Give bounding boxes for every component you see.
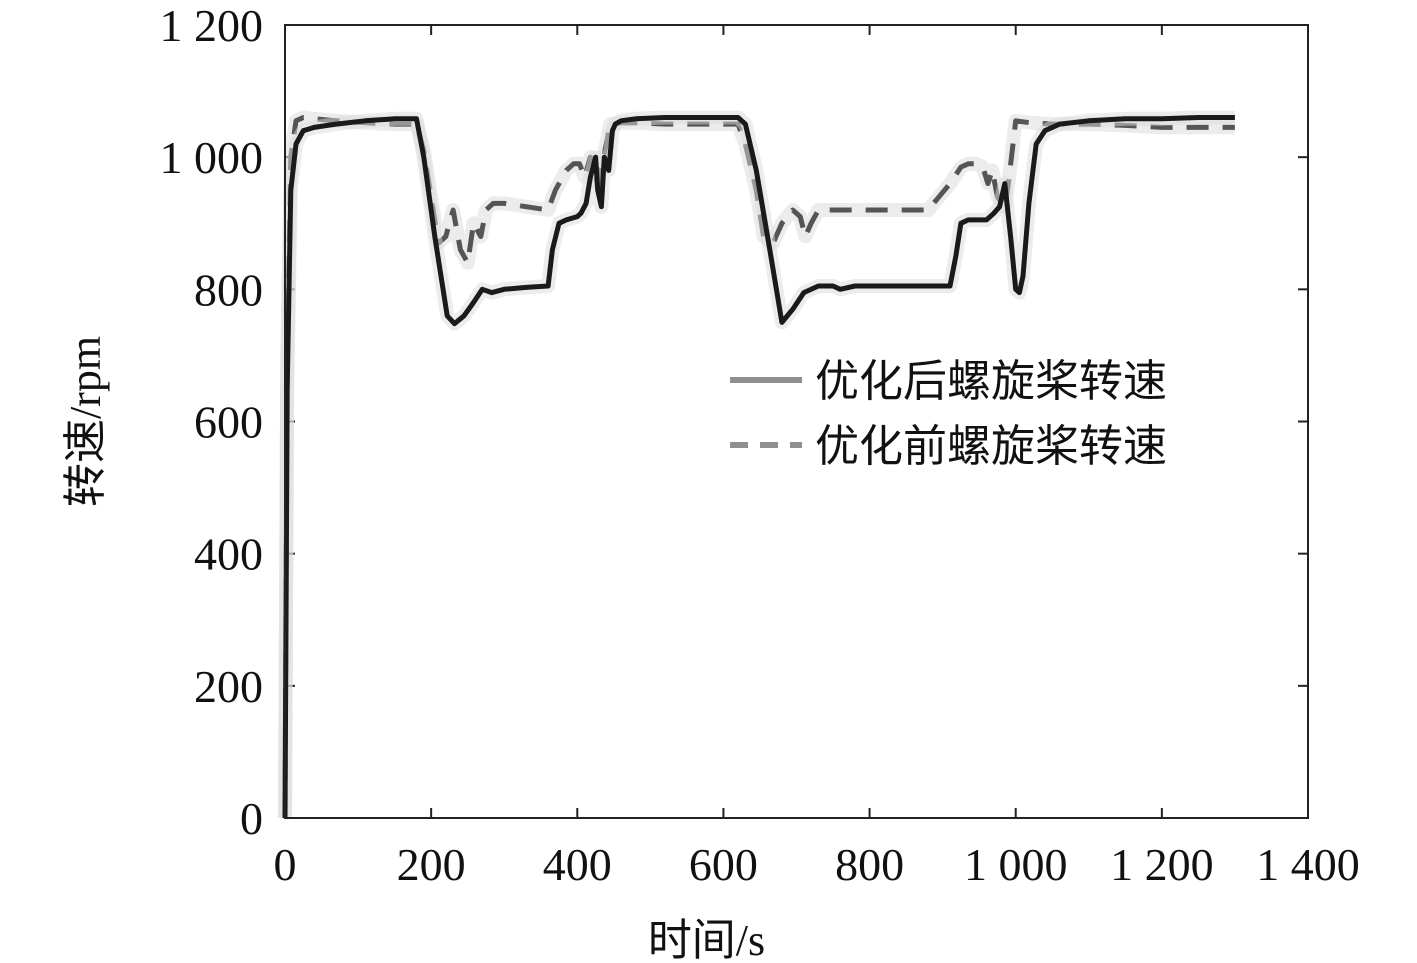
x-tick-label: 1 000 <box>964 839 1068 890</box>
y-tick-label: 200 <box>194 661 263 712</box>
y-axis-label: 转速/rpm <box>61 336 110 507</box>
legend-label-before: 优化前螺旋桨转速 <box>815 422 1167 471</box>
plot-frame <box>284 24 1309 819</box>
x-tick-label: 200 <box>397 839 466 890</box>
x-tick-label: 800 <box>835 839 904 890</box>
legend-label-after: 优化后螺旋桨转速 <box>815 357 1167 406</box>
y-tick-label: 1 200 <box>160 0 264 51</box>
y-tick-label: 800 <box>194 264 263 315</box>
y-tick-label: 1 000 <box>160 132 264 183</box>
y-tick-label: 400 <box>194 529 263 580</box>
tick-layer: 0 200 400 600 800 1 000 1 200 1 400 0 200 400 600 80… <box>160 0 1360 890</box>
y-tick-label: 600 <box>194 397 263 448</box>
x-tick-label: 400 <box>543 839 612 890</box>
x-tick-label: 1 400 <box>1256 839 1360 890</box>
y-tick-label: 0 <box>240 793 263 844</box>
x-tick-label: 1 200 <box>1110 839 1214 890</box>
x-axis-label: 时间/s <box>648 916 765 963</box>
series-line-after <box>282 115 1235 819</box>
x-tick-label: 600 <box>689 839 758 890</box>
x-tick-label: 0 <box>274 839 297 890</box>
series-layer <box>278 110 1235 819</box>
legend: 优化后螺旋桨转速 优化前螺旋桨转速 <box>730 357 1167 471</box>
